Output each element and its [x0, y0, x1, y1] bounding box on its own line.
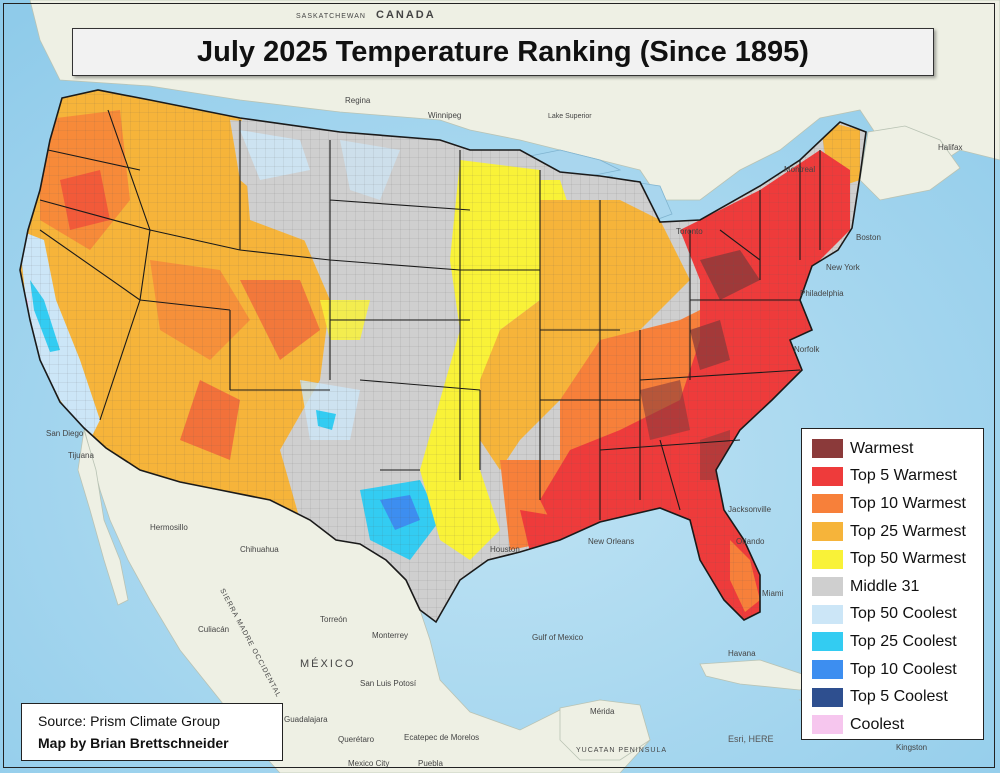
- legend: Warmest Top 5 Warmest Top 10 Warmest Top 25…: [801, 428, 984, 740]
- label-new-york: New York: [826, 263, 861, 272]
- label-winnipeg: Winnipeg: [428, 111, 461, 120]
- legend-swatch: [812, 439, 843, 459]
- label-merida: Mérida: [590, 707, 615, 716]
- label-san-diego: San Diego: [46, 429, 84, 438]
- legend-swatch: [812, 604, 843, 624]
- label-halifax: Halifax: [938, 143, 962, 152]
- legend-item: Top 10 Coolest: [812, 656, 983, 684]
- legend-label: Top 50 Coolest: [850, 605, 957, 623]
- label-ecatepec: Ecatepec de Morelos: [404, 733, 479, 742]
- legend-swatch: [812, 687, 843, 707]
- label-chihuahua: Chihuahua: [240, 545, 279, 554]
- legend-label: Top 10 Coolest: [850, 660, 957, 678]
- legend-swatch: [812, 660, 843, 680]
- label-houston: Houston: [490, 545, 520, 554]
- legend-swatch: [812, 549, 843, 569]
- label-guadalajara: Guadalajara: [284, 715, 328, 724]
- legend-swatch: [812, 715, 843, 735]
- label-hermosillo: Hermosillo: [150, 523, 188, 532]
- map-title: July 2025 Temperature Ranking (Since 189…: [197, 35, 809, 68]
- legend-item: Top 50 Coolest: [812, 601, 983, 629]
- legend-label: Top 10 Warmest: [850, 494, 966, 512]
- legend-label: Top 5 Coolest: [850, 688, 948, 706]
- label-queretaro: Querétaro: [338, 735, 375, 744]
- label-miami: Miami: [762, 589, 784, 598]
- legend-item: Top 25 Warmest: [812, 518, 983, 546]
- label-torreon: Torreón: [320, 615, 347, 624]
- label-norfolk: Norfolk: [794, 345, 820, 354]
- map-frame: [3, 3, 995, 768]
- legend-item: Middle 31: [812, 573, 983, 601]
- label-puebla: Puebla: [418, 759, 443, 768]
- label-philadelphia: Philadelphia: [800, 289, 844, 298]
- label-new-orleans: New Orleans: [588, 537, 634, 546]
- legend-item: Top 10 Warmest: [812, 490, 983, 518]
- legend-swatch: [812, 494, 843, 514]
- label-culiacan: Culiacán: [198, 625, 229, 634]
- label-gulf-of-mexico: Gulf of Mexico: [532, 633, 584, 642]
- legend-label: Coolest: [850, 715, 905, 733]
- label-montreal: Montreal: [784, 165, 815, 174]
- legend-label: Top 25 Coolest: [850, 632, 957, 650]
- legend-label: Top 50 Warmest: [850, 550, 966, 568]
- legend-label: Top 25 Warmest: [850, 522, 966, 540]
- label-mexico: MÉXICO: [300, 657, 355, 670]
- label-orlando: Orlando: [736, 537, 765, 546]
- label-mexico-city: Mexico City: [348, 759, 389, 768]
- label-toronto: Toronto: [676, 227, 703, 236]
- legend-label: Top 5 Warmest: [850, 467, 957, 485]
- basemap-attribution: Esri, HERE: [728, 734, 774, 744]
- legend-label: Middle 31: [850, 577, 920, 595]
- legend-item: Top 5 Coolest: [812, 683, 983, 711]
- legend-item: Coolest: [812, 711, 983, 739]
- label-regina: Regina: [345, 96, 371, 105]
- label-tijuana: Tijuana: [68, 451, 94, 460]
- legend-item: Top 5 Warmest: [812, 463, 983, 491]
- legend-swatch: [812, 466, 843, 486]
- label-canada: CANADA: [376, 9, 436, 21]
- legend-item: Top 25 Coolest: [812, 628, 983, 656]
- state-boundaries: [19, 89, 867, 624]
- author-credit: Map by Brian Brettschneider: [38, 735, 229, 751]
- legend-swatch: [812, 522, 843, 542]
- legend-swatch: [812, 632, 843, 652]
- legend-label: Warmest: [850, 439, 914, 457]
- legend-swatch: [812, 577, 843, 597]
- label-kingston: Kingston: [896, 743, 927, 752]
- label-lake-superior: Lake Superior: [548, 113, 592, 120]
- legend-item: Top 50 Warmest: [812, 545, 983, 573]
- source-credit: Source: Prism Climate Group: [38, 713, 221, 729]
- label-yucatan: YUCATAN PENINSULA: [576, 747, 667, 754]
- label-saskatchewan: SASKATCHEWAN: [296, 13, 366, 20]
- label-boston: Boston: [856, 233, 881, 242]
- label-monterrey: Monterrey: [372, 631, 408, 640]
- label-san-luis-potosi: San Luis Potosí: [360, 679, 417, 688]
- label-havana: Havana: [728, 649, 756, 658]
- legend-item: Warmest: [812, 435, 983, 463]
- label-jacksonville: Jacksonville: [728, 505, 772, 514]
- map-title-box: July 2025 Temperature Ranking (Since 189…: [72, 28, 934, 76]
- credit-box: Source: Prism Climate Group Map by Brian…: [21, 703, 283, 761]
